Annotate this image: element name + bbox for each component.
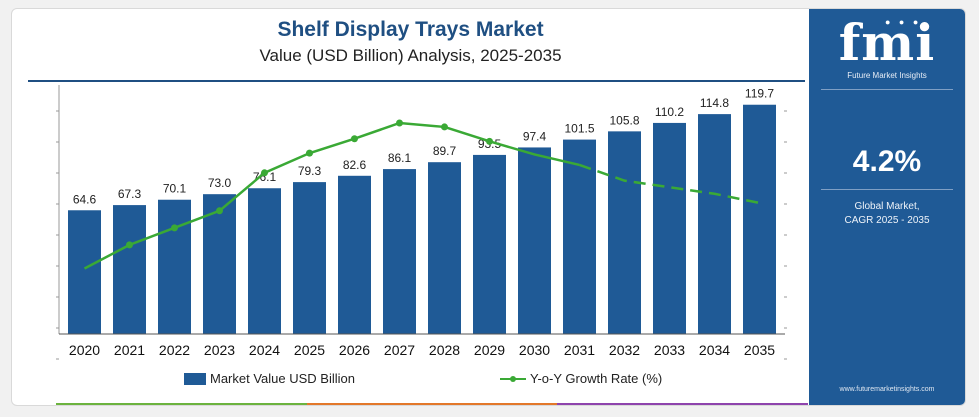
x-tick-label-2025: 2025: [294, 342, 325, 358]
x-tick-label-2030: 2030: [519, 342, 550, 358]
x-tick-label-2035: 2035: [744, 342, 775, 358]
bar-label-2033: 110.2: [655, 105, 684, 119]
bar-label-2024: 76.1: [253, 170, 277, 184]
growth-point-2021: [126, 241, 133, 249]
bar-label-2022: 70.1: [163, 182, 187, 196]
growth-line-dashed: [579, 163, 760, 205]
cagr-label-line2: CAGR 2025 - 2035: [844, 215, 930, 226]
bar-2026: [338, 175, 371, 334]
growth-point-2027: [396, 119, 403, 127]
legend-label-market-value: Market Value USD Billion: [210, 371, 355, 386]
logo-icons: ● ● ●: [885, 17, 922, 27]
growth-point-2026: [351, 135, 358, 143]
logo-tagline: Future Market Insights: [847, 71, 927, 80]
x-tick-label-2027: 2027: [384, 342, 415, 358]
bar-2027: [383, 169, 416, 334]
bar-2021: [113, 205, 146, 334]
growth-point-2024: [261, 169, 268, 177]
sidebar-panel: fmi ● ● ● Future Market Insights 4.2% Gl…: [809, 9, 965, 405]
x-tick-label-2023: 2023: [204, 342, 235, 358]
accent-strip: [56, 403, 809, 405]
x-tick-label-2029: 2029: [474, 342, 505, 358]
bar-label-2030: 97.4: [523, 129, 547, 143]
x-tick-label-2031: 2031: [564, 342, 595, 358]
legend-item-growth-rate: Y-o-Y Growth Rate (%): [500, 371, 662, 386]
cagr-label-line1: Global Market,: [854, 201, 920, 212]
legend-item-market-value: Market Value USD Billion: [184, 371, 355, 386]
bar-label-2034: 114.8: [700, 96, 729, 110]
bar-2028: [428, 162, 461, 334]
chart-plot: 64.667.370.173.076.179.382.686.189.793.5…: [56, 85, 787, 360]
x-tick-label-2034: 2034: [699, 342, 730, 358]
bar-2020: [68, 210, 101, 334]
cagr-label: Global Market, CAGR 2025 - 2035: [809, 200, 965, 228]
cagr-value: 4.2%: [852, 145, 922, 178]
bar-2024: [248, 188, 281, 334]
x-tick-label-2028: 2028: [429, 342, 460, 358]
bar-label-2035: 119.7: [745, 87, 774, 101]
x-tick-label-2021: 2021: [114, 342, 145, 358]
bar-2025: [293, 182, 326, 334]
growth-point-2022: [171, 224, 178, 232]
bar-label-2031: 101.5: [564, 122, 594, 136]
bar-label-2025: 79.3: [298, 164, 322, 178]
sidebar-divider: [821, 89, 953, 90]
left-ticks: [56, 110, 59, 360]
fmi-logo: fmi: [838, 13, 936, 72]
x-tick-label-2022: 2022: [159, 342, 190, 358]
chart-title: Shelf Display Trays Market: [277, 18, 544, 41]
bar-2030: [518, 147, 551, 334]
bar-2023: [203, 194, 236, 334]
x-tick-label-2020: 2020: [69, 342, 100, 358]
bar-2031: [563, 139, 596, 334]
growth-line-solid: [83, 121, 580, 270]
growth-line-series: [83, 119, 760, 270]
bar-2032: [608, 131, 641, 334]
bar-2029: [473, 154, 506, 334]
bar-2034: [698, 114, 731, 334]
bar-series: [68, 104, 776, 335]
growth-point-2028: [441, 123, 448, 131]
bar-label-2028: 89.7: [433, 144, 457, 158]
chart-card: Shelf Display Trays Market Value (USD Bi…: [11, 8, 966, 406]
line-swatch-icon: [500, 375, 526, 382]
bar-swatch-icon: [184, 372, 206, 385]
bar-label-2023: 73.0: [208, 176, 232, 190]
bar-label-2020: 64.6: [73, 192, 97, 206]
x-tick-label-2026: 2026: [339, 342, 370, 358]
chart-subtitle: Value (USD Billion) Analysis, 2025-2035: [259, 46, 562, 65]
bar-2033: [653, 122, 686, 334]
website-url: www.futuremarketinsights.com: [839, 386, 935, 393]
bar-2022: [158, 199, 191, 334]
right-ticks: [784, 110, 787, 360]
bar-2035: [743, 104, 776, 335]
sidebar-divider: [821, 189, 953, 190]
bar-label-2021: 67.3: [118, 187, 142, 201]
legend: Market Value USD Billion Y-o-Y Growth Ra…: [12, 371, 809, 395]
title-divider: [28, 80, 805, 82]
x-tick-label-2033: 2033: [654, 342, 685, 358]
legend-label-growth-rate: Y-o-Y Growth Rate (%): [530, 371, 663, 386]
x-axis-labels: 2020 2021 2022 2023 2024 2025 2026 2027 2028 2029…: [69, 342, 775, 358]
x-tick-label-2032: 2032: [609, 342, 640, 358]
growth-point-2029: [486, 137, 493, 145]
x-tick-label-2024: 2024: [249, 342, 280, 358]
bar-label-2026: 82.6: [343, 158, 367, 172]
bar-label-2032: 105.8: [609, 113, 639, 127]
growth-point-2025: [306, 149, 313, 157]
growth-point-2023: [216, 207, 223, 215]
bar-label-2027: 86.1: [388, 151, 412, 165]
